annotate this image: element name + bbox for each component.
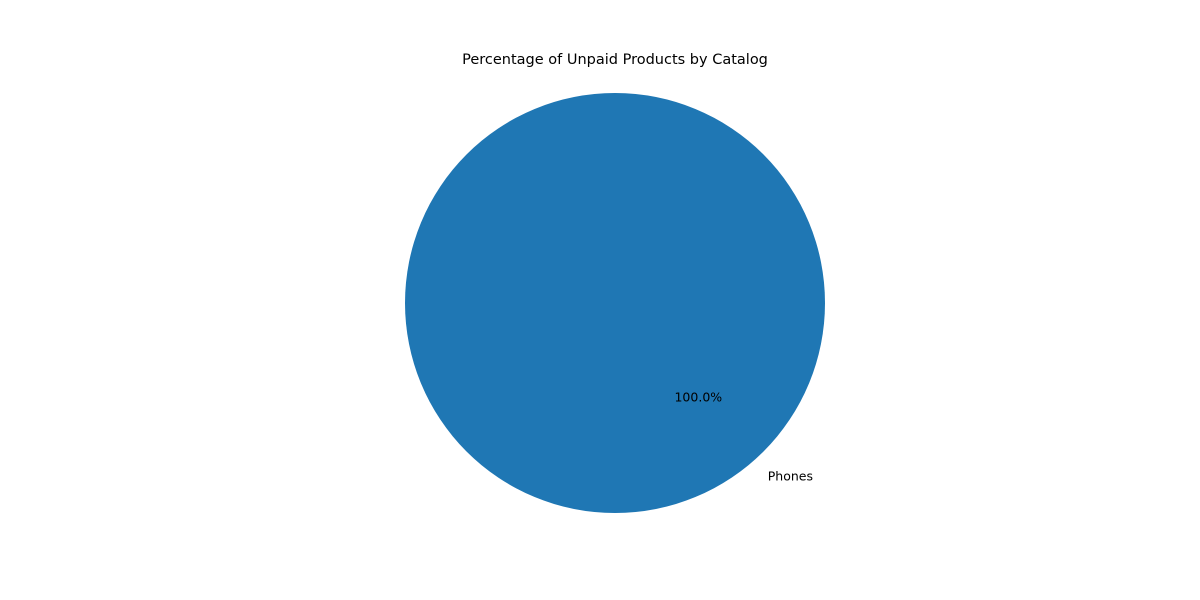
slice-label: Phones bbox=[768, 468, 813, 483]
pie-slice-phones bbox=[405, 93, 825, 513]
pie-slices bbox=[405, 93, 825, 513]
chart-title: Percentage of Unpaid Products by Catalog bbox=[462, 52, 768, 68]
slice-percentage-label: 100.0% bbox=[674, 390, 722, 405]
pie-labels: Phones 100.0% bbox=[674, 390, 813, 484]
